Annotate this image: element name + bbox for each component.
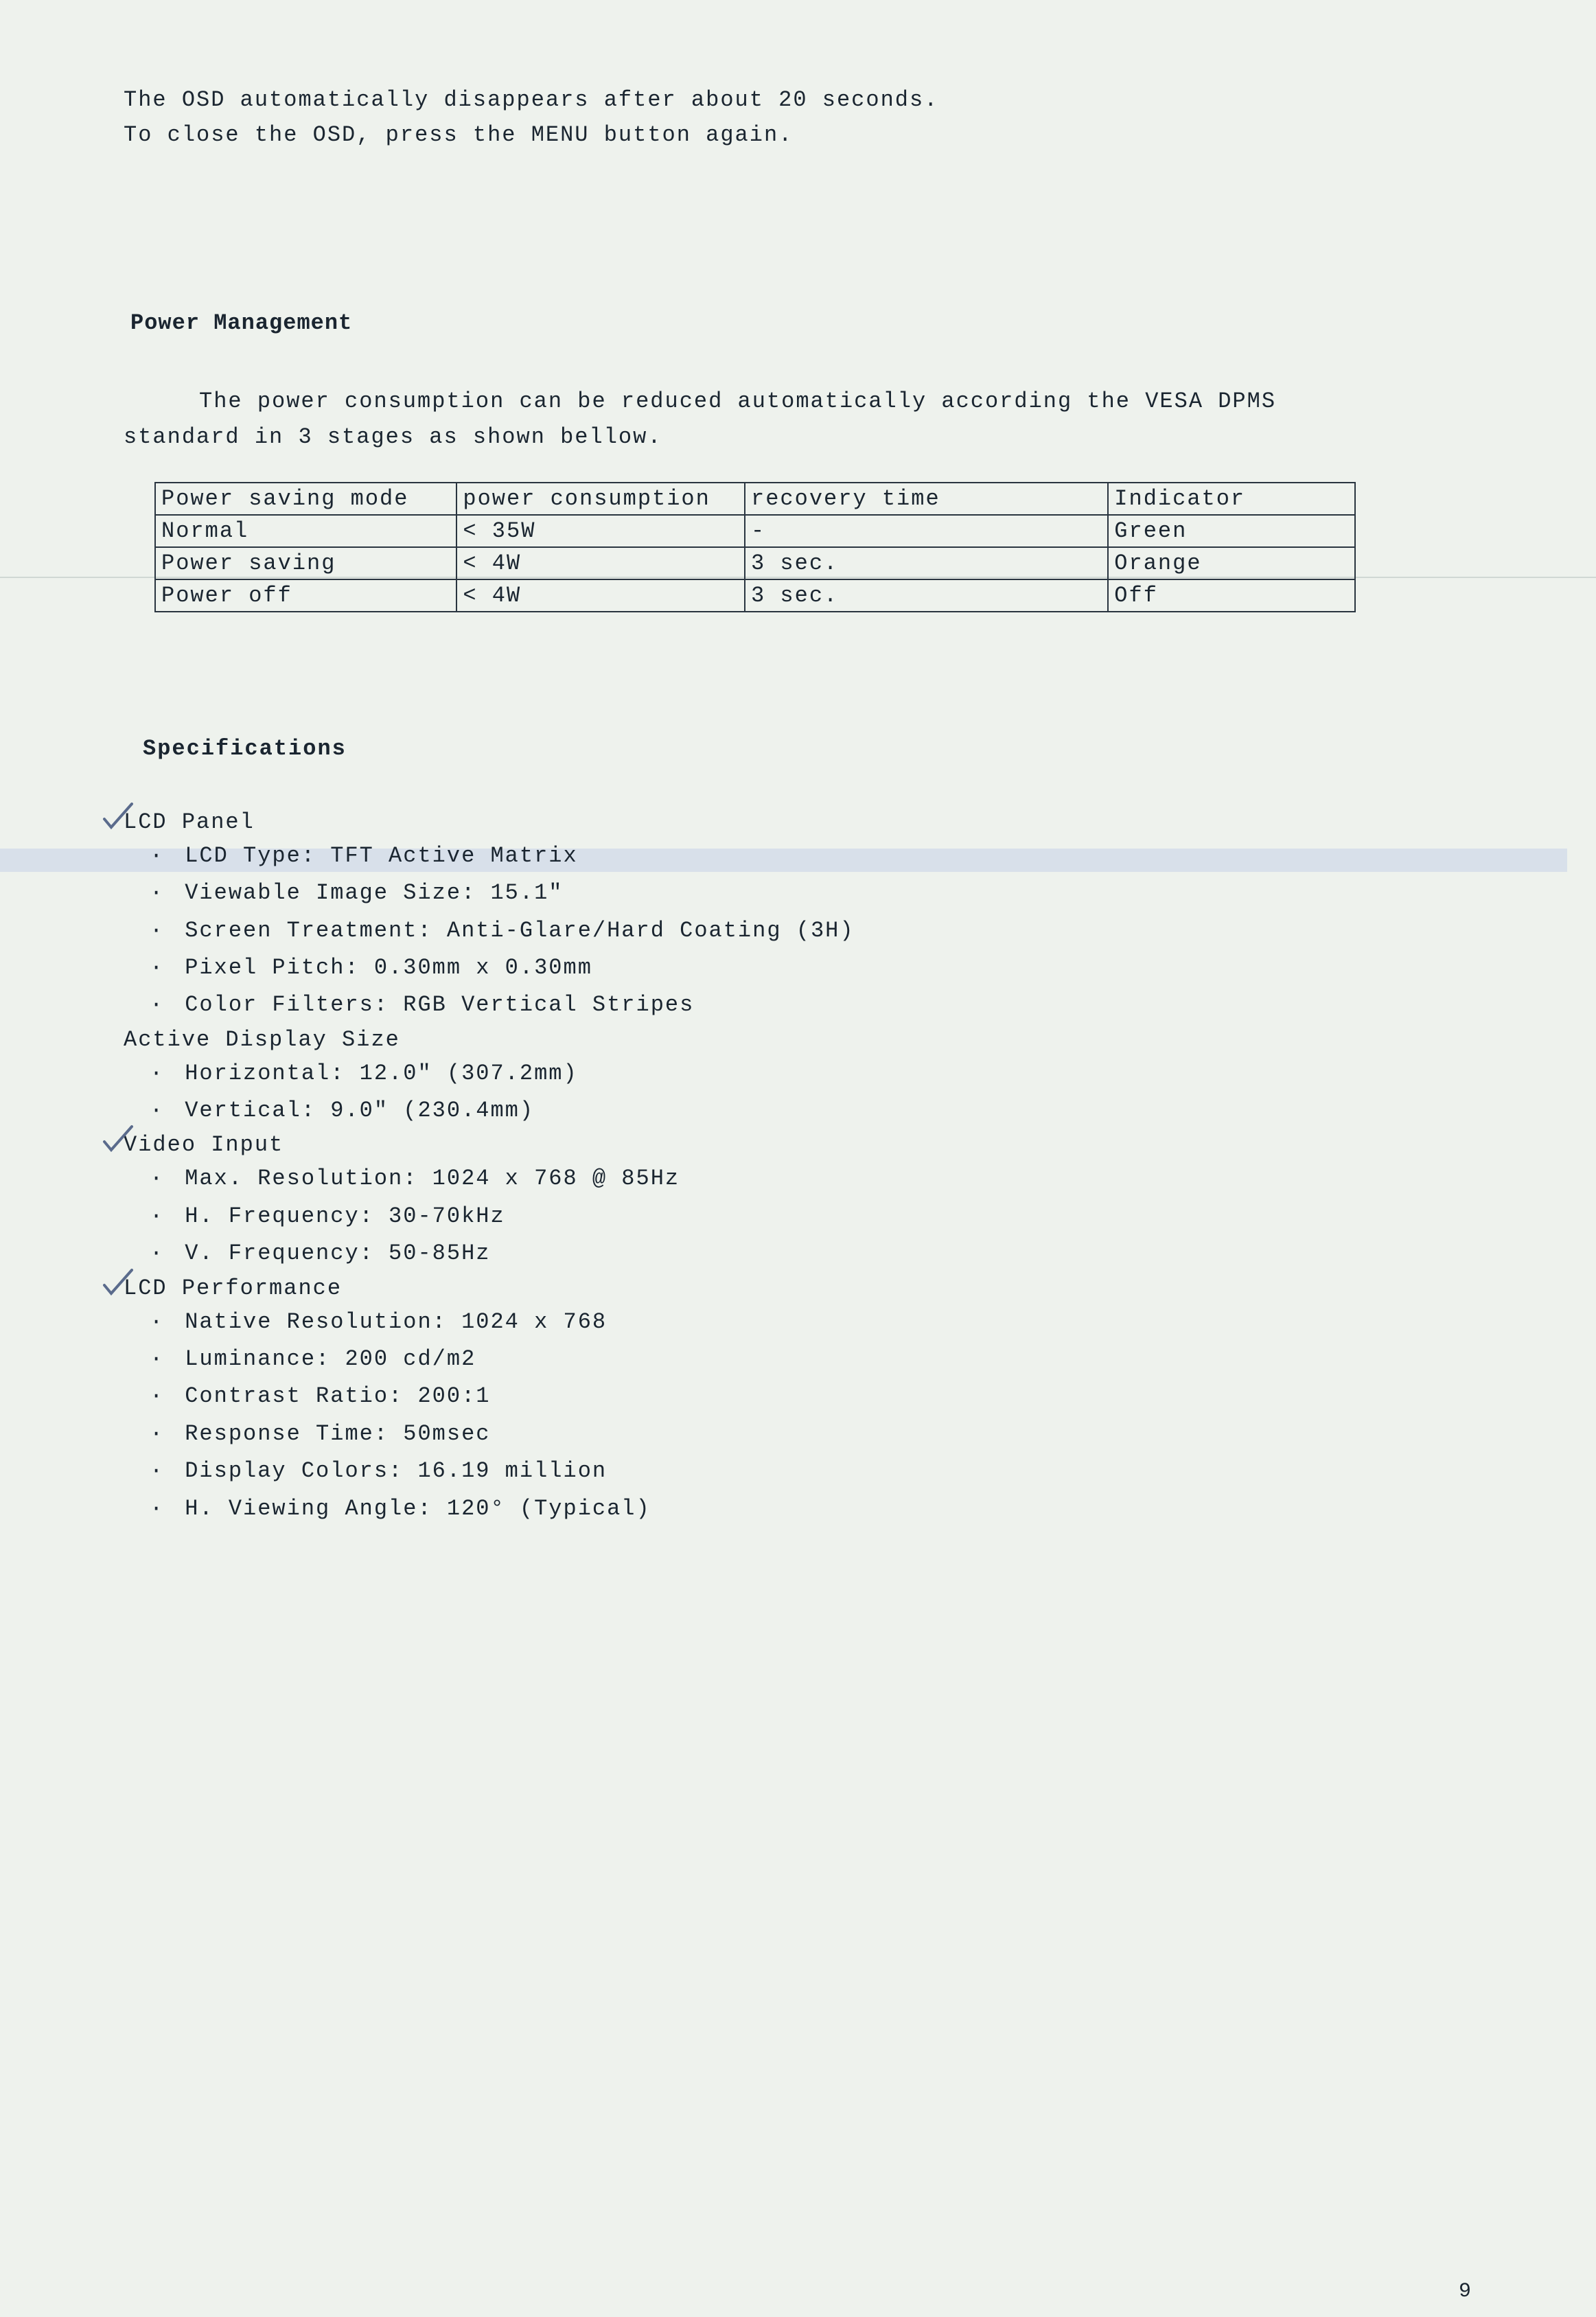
spec-item: · H. Viewing Angle: 120° (Typical)	[150, 1493, 1493, 1525]
table-cell: Off	[1108, 579, 1355, 612]
bullet-icon: ·	[150, 1418, 170, 1450]
intro-line-2: To close the OSD, press the MENU button …	[124, 117, 1493, 152]
spec-section-title: LCD Performance	[124, 1276, 342, 1301]
spec-group-title: Active Display Size	[124, 1027, 1493, 1052]
spec-item: · Horizontal: 12.0" (307.2mm)	[150, 1058, 1493, 1090]
spec-group-title: LCD Performance	[124, 1276, 1493, 1301]
table-cell: 3 sec.	[745, 547, 1108, 579]
spec-item-text: Luminance: 200 cd/m2	[170, 1346, 476, 1372]
bullet-icon: ·	[150, 1493, 170, 1525]
bullet-icon: ·	[150, 1238, 170, 1269]
spec-item-text: Screen Treatment: Anti-Glare/Hard Coatin…	[170, 918, 855, 943]
table-cell: < 4W	[456, 547, 745, 579]
power-management-description: The power consumption can be reduced aut…	[161, 384, 1493, 454]
bullet-icon: ·	[150, 989, 170, 1021]
spec-item-text: Contrast Ratio: 200:1	[170, 1383, 490, 1409]
spec-item: · Pixel Pitch: 0.30mm x 0.30mm	[150, 952, 1493, 984]
bullet-icon: ·	[150, 1058, 170, 1090]
intro-line-1: The OSD automatically disappears after a…	[124, 82, 1493, 117]
power-management-heading: Power Management	[130, 310, 1493, 336]
spec-item-text: Response Time: 50msec	[170, 1421, 490, 1446]
spec-item: · Response Time: 50msec	[150, 1418, 1493, 1450]
spec-item: · V. Frequency: 50-85Hz	[150, 1238, 1493, 1269]
spec-item-text: Viewable Image Size: 15.1"	[170, 880, 563, 906]
spec-item: · Contrast Ratio: 200:1	[150, 1381, 1493, 1412]
spec-item: · Native Resolution: 1024 x 768	[150, 1306, 1493, 1338]
spec-item: · H. Frequency: 30-70kHz	[150, 1201, 1493, 1232]
intro-paragraph: The OSD automatically disappears after a…	[124, 82, 1493, 152]
bullet-icon: ·	[150, 877, 170, 909]
table-cell: Power off	[155, 579, 456, 612]
spec-section-title: Video Input	[124, 1132, 284, 1157]
bullet-icon: ·	[150, 1095, 170, 1127]
spec-item-text: H. Frequency: 30-70kHz	[170, 1203, 505, 1229]
checkmark-icon	[102, 801, 135, 843]
bullet-icon: ·	[150, 1306, 170, 1338]
bullet-icon: ·	[150, 1455, 170, 1487]
spec-section-title: LCD Panel	[124, 809, 255, 835]
spec-item-text: Max. Resolution: 1024 x 768 @ 85Hz	[170, 1166, 680, 1191]
spec-item-text: H. Viewing Angle: 120° (Typical)	[170, 1496, 651, 1521]
table-row: Normal< 35W-Green	[155, 515, 1355, 547]
th-consumption: power consumption	[456, 483, 745, 515]
bullet-icon: ·	[150, 1163, 170, 1195]
bullet-icon: ·	[150, 1201, 170, 1232]
table-cell: -	[745, 515, 1108, 547]
spec-item-text: Horizontal: 12.0" (307.2mm)	[170, 1061, 578, 1086]
spec-group-title: LCD Panel	[124, 809, 1493, 835]
spec-item: · LCD Type: TFT Active Matrix	[150, 840, 1493, 872]
spec-item-text: V. Frequency: 50-85Hz	[170, 1241, 490, 1266]
pm-desc-line2: standard in 3 stages as shown bellow.	[124, 419, 662, 454]
table-cell: < 35W	[456, 515, 745, 547]
power-management-table: Power saving mode power consumption reco…	[154, 482, 1356, 612]
spec-item: · Display Colors: 16.19 million	[150, 1455, 1493, 1487]
specifications-container: LCD Panel· LCD Type: TFT Active Matrix· …	[96, 809, 1493, 1525]
bullet-icon: ·	[150, 1344, 170, 1375]
checkmark-icon	[102, 1124, 135, 1166]
th-indicator: Indicator	[1108, 483, 1355, 515]
spec-item: · Luminance: 200 cd/m2	[150, 1344, 1493, 1375]
spec-item: · Vertical: 9.0" (230.4mm)	[150, 1095, 1493, 1127]
spec-item-text: Display Colors: 16.19 million	[170, 1458, 607, 1484]
table-cell: < 4W	[456, 579, 745, 612]
spec-item-text: Color Filters: RGB Vertical Stripes	[170, 992, 694, 1017]
spec-item: · Screen Treatment: Anti-Glare/Hard Coat…	[150, 915, 1493, 947]
spec-item: · Color Filters: RGB Vertical Stripes	[150, 989, 1493, 1021]
specifications-heading: Specifications	[143, 736, 1493, 761]
bullet-icon: ·	[150, 1381, 170, 1412]
table-cell: Power saving	[155, 547, 456, 579]
th-recovery: recovery time	[745, 483, 1108, 515]
page-number: 9	[1459, 2280, 1472, 2303]
table-cell: 3 sec.	[745, 579, 1108, 612]
spec-item-text: Native Resolution: 1024 x 768	[170, 1309, 607, 1335]
spec-section-title: Active Display Size	[124, 1027, 400, 1052]
bullet-icon: ·	[150, 915, 170, 947]
spec-item-text: Pixel Pitch: 0.30mm x 0.30mm	[170, 955, 592, 980]
th-mode: Power saving mode	[155, 483, 456, 515]
table-header-row: Power saving mode power consumption reco…	[155, 483, 1355, 515]
spec-item: · Max. Resolution: 1024 x 768 @ 85Hz	[150, 1163, 1493, 1195]
table-row: Power off< 4W3 sec.Off	[155, 579, 1355, 612]
pm-desc-line1: The power consumption can be reduced aut…	[199, 389, 1276, 414]
spec-item-text: Vertical: 9.0" (230.4mm)	[170, 1098, 534, 1123]
bullet-icon: ·	[150, 952, 170, 984]
table-row: Power saving< 4W3 sec.Orange	[155, 547, 1355, 579]
spec-item-text: LCD Type: TFT Active Matrix	[170, 843, 578, 868]
table-cell: Green	[1108, 515, 1355, 547]
spec-item: · Viewable Image Size: 15.1"	[150, 877, 1493, 909]
bullet-icon: ·	[150, 840, 170, 872]
spec-group-title: Video Input	[124, 1132, 1493, 1157]
checkmark-icon	[102, 1267, 135, 1309]
table-cell: Orange	[1108, 547, 1355, 579]
table-cell: Normal	[155, 515, 456, 547]
